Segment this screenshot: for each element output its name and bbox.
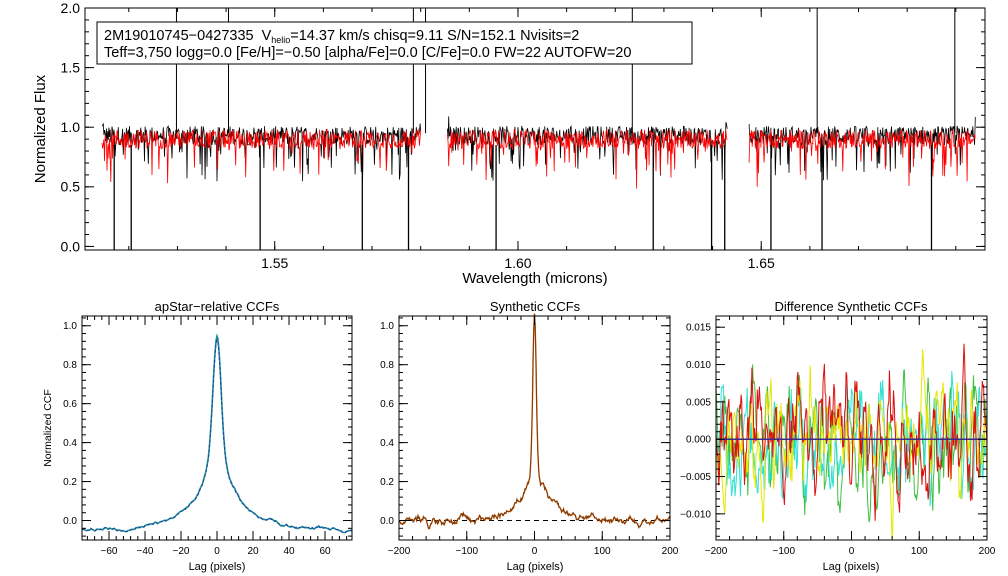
y-tick-label: 1.0 [63, 321, 77, 332]
synthetic-ccf-panel: Synthetic CCFs −200 −100 0 100 200 0.0 0.2 0.4 0… [380, 299, 679, 573]
apstar-ccf-ylabel: Normalized CCF [42, 389, 54, 467]
difference-ccf-panel: Difference Synthetic CCFs −200 −100 0 100 20… [680, 299, 996, 573]
x-tick-label: 1.55 [261, 255, 288, 271]
apstar-ccf-title: apStar−relative CCFs [155, 299, 280, 314]
synthetic-ccf-line [398, 313, 671, 530]
x-tick-label: 1.60 [504, 255, 531, 271]
y-tick-label: 0.6 [380, 399, 394, 410]
y-tick-label: 0.0 [380, 516, 394, 527]
y-tick-label: 0.8 [63, 360, 77, 371]
x-tick-label: −100 [455, 546, 478, 557]
y-tick-label: 0.8 [380, 360, 394, 371]
spectrum-xlabel: Wavelength (microns) [462, 270, 607, 287]
x-tick-label: −40 [137, 546, 154, 557]
difference-ccf-line [715, 343, 988, 521]
x-tick-label: −60 [101, 546, 118, 557]
y-tick-label: 0.5 [61, 179, 81, 195]
y-tick-label: 0.4 [380, 438, 394, 449]
y-tick-label: 0.2 [380, 477, 394, 488]
model-spectrum-line [101, 128, 976, 189]
x-tick-label: 0 [214, 546, 220, 557]
y-tick-label: 0.2 [63, 477, 77, 488]
x-tick-label: 0 [532, 546, 538, 557]
x-tick-label: −200 [705, 546, 728, 557]
difference-ccf-data [715, 343, 988, 540]
difference-ccf-xlabel: Lag (pixels) [823, 561, 880, 573]
spectrum-ticks: 1.55 1.60 1.65 0.0 0.5 1.0 1.5 2.0 [61, 0, 985, 271]
x-tick-label: 100 [911, 546, 928, 557]
spectrum-frame [84, 7, 986, 251]
synthetic-ccf-frame [398, 315, 671, 541]
info-line-1: 2M19010745−0427335 Vhelio=14.37 km/s chis… [104, 28, 579, 45]
x-tick-label: −100 [772, 546, 795, 557]
y-tick-label: 1.0 [61, 119, 81, 135]
y-tick-label: 0.010 [686, 360, 711, 371]
y-tick-label: 2.0 [61, 0, 81, 16]
spectrum-ylabel: Normalized Flux [32, 74, 49, 183]
y-tick-label: 0.015 [686, 323, 711, 334]
synthetic-ccf-xlabel: Lag (pixels) [507, 561, 564, 573]
difference-ccf-frame [715, 315, 988, 541]
x-tick-label: 60 [319, 546, 331, 557]
x-tick-label: 0 [849, 546, 855, 557]
y-tick-label: 0.6 [63, 399, 77, 410]
x-tick-label: 40 [283, 546, 295, 557]
apstar-ccf-line [81, 333, 353, 534]
y-tick-label: 0.0 [61, 238, 81, 254]
apstar-ccf-frame [81, 315, 353, 541]
info-line-2: Teff=3,750 logg=0.0 [Fe/H]=−0.50 [alpha/… [104, 45, 631, 61]
y-tick-label: 0.005 [686, 397, 711, 408]
synthetic-ccf-ticks: −200 −100 0 100 200 0.0 0.2 0.4 0.6 0.8 1.0 [380, 316, 679, 557]
spectrum-data [101, 8, 976, 250]
x-tick-label: 1.65 [748, 255, 775, 271]
y-tick-label: 1.0 [380, 321, 394, 332]
synthetic-ccf-data [398, 313, 671, 530]
apstar-ccf-data [81, 333, 353, 534]
x-tick-label: 200 [662, 546, 679, 557]
difference-ccf-line [715, 370, 988, 507]
x-tick-label: 200 [979, 546, 996, 557]
x-tick-label: 100 [594, 546, 611, 557]
x-tick-label: 20 [247, 546, 259, 557]
apstar-ccf-xlabel: Lag (pixels) [189, 561, 246, 573]
y-tick-label: 0.4 [63, 438, 77, 449]
difference-ccf-ticks: −200 −100 0 100 200 −0.010 −0.005 0.000 0.005 0.0… [680, 316, 996, 557]
apstar-ccf-ticks: −60 −40 −20 0 20 40 60 0.0 0.2 0.4 0.6 0.8 1.0 [63, 316, 352, 557]
star-id: 2M19010745−0427335 [104, 28, 254, 44]
apstar-ccf-panel: apStar−relative CCFs −60 −40 −20 0 20 40 60 0.0… [42, 299, 353, 573]
x-tick-label: −20 [173, 546, 190, 557]
y-tick-label: 0.000 [686, 435, 711, 446]
y-tick-label: −0.005 [680, 472, 711, 483]
apstar-ccf-line [81, 338, 353, 534]
y-tick-label: 1.5 [61, 60, 81, 76]
observed-spectrum-line [101, 116, 976, 183]
difference-ccf-title: Difference Synthetic CCFs [775, 299, 928, 314]
synthetic-ccf-title: Synthetic CCFs [490, 299, 581, 314]
y-tick-label: −0.010 [680, 509, 711, 520]
vel-rest: =14.37 km/s chisq=9.11 S/N=152.1 Nvisits… [290, 28, 579, 44]
x-tick-label: −200 [388, 546, 411, 557]
spectrum-panel: 1.55 1.60 1.65 0.0 0.5 1.0 1.5 2.0 2M19010745−0… [32, 0, 986, 287]
vel-prefix: V [262, 28, 272, 44]
synthetic-ccf-line [398, 313, 671, 530]
info-box [96, 21, 693, 65]
difference-ccf-line [715, 349, 988, 540]
vel-sub: helio [271, 35, 290, 45]
y-tick-label: 0.0 [63, 516, 77, 527]
